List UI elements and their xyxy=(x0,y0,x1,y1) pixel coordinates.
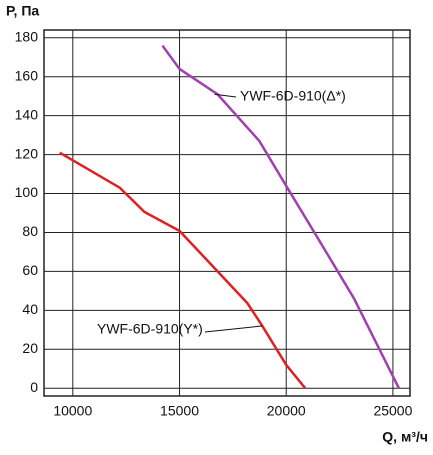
y-tick-label: 140 xyxy=(15,106,39,122)
y-tick-label: 120 xyxy=(15,145,39,161)
series-label: YWF-6D-910(Y*) xyxy=(97,321,203,337)
y-tick-label: 40 xyxy=(22,301,38,317)
series-label: YWF-6D-910(Δ*) xyxy=(240,88,346,104)
y-tick-label: 0 xyxy=(30,379,38,395)
y-tick-label: 180 xyxy=(15,28,39,44)
data-line xyxy=(59,151,307,390)
x-tick-label: 15000 xyxy=(160,403,199,419)
data-line xyxy=(161,44,401,389)
y-tick-label: 60 xyxy=(22,262,38,278)
leader-line xyxy=(214,93,237,98)
y-tick-label: 100 xyxy=(15,184,39,200)
y-axis-label: P, Па xyxy=(6,3,39,19)
x-tick-label: 10000 xyxy=(53,403,92,419)
x-tick-label: 25000 xyxy=(373,403,412,419)
x-tick-label: 20000 xyxy=(267,403,306,419)
x-axis-label: Q, м³/ч xyxy=(382,429,428,445)
y-tick-label: 20 xyxy=(22,340,38,356)
y-tick-label: 160 xyxy=(15,67,39,83)
y-tick-label: 80 xyxy=(22,223,38,239)
leader-line xyxy=(204,325,263,333)
plot-frame xyxy=(43,29,411,397)
